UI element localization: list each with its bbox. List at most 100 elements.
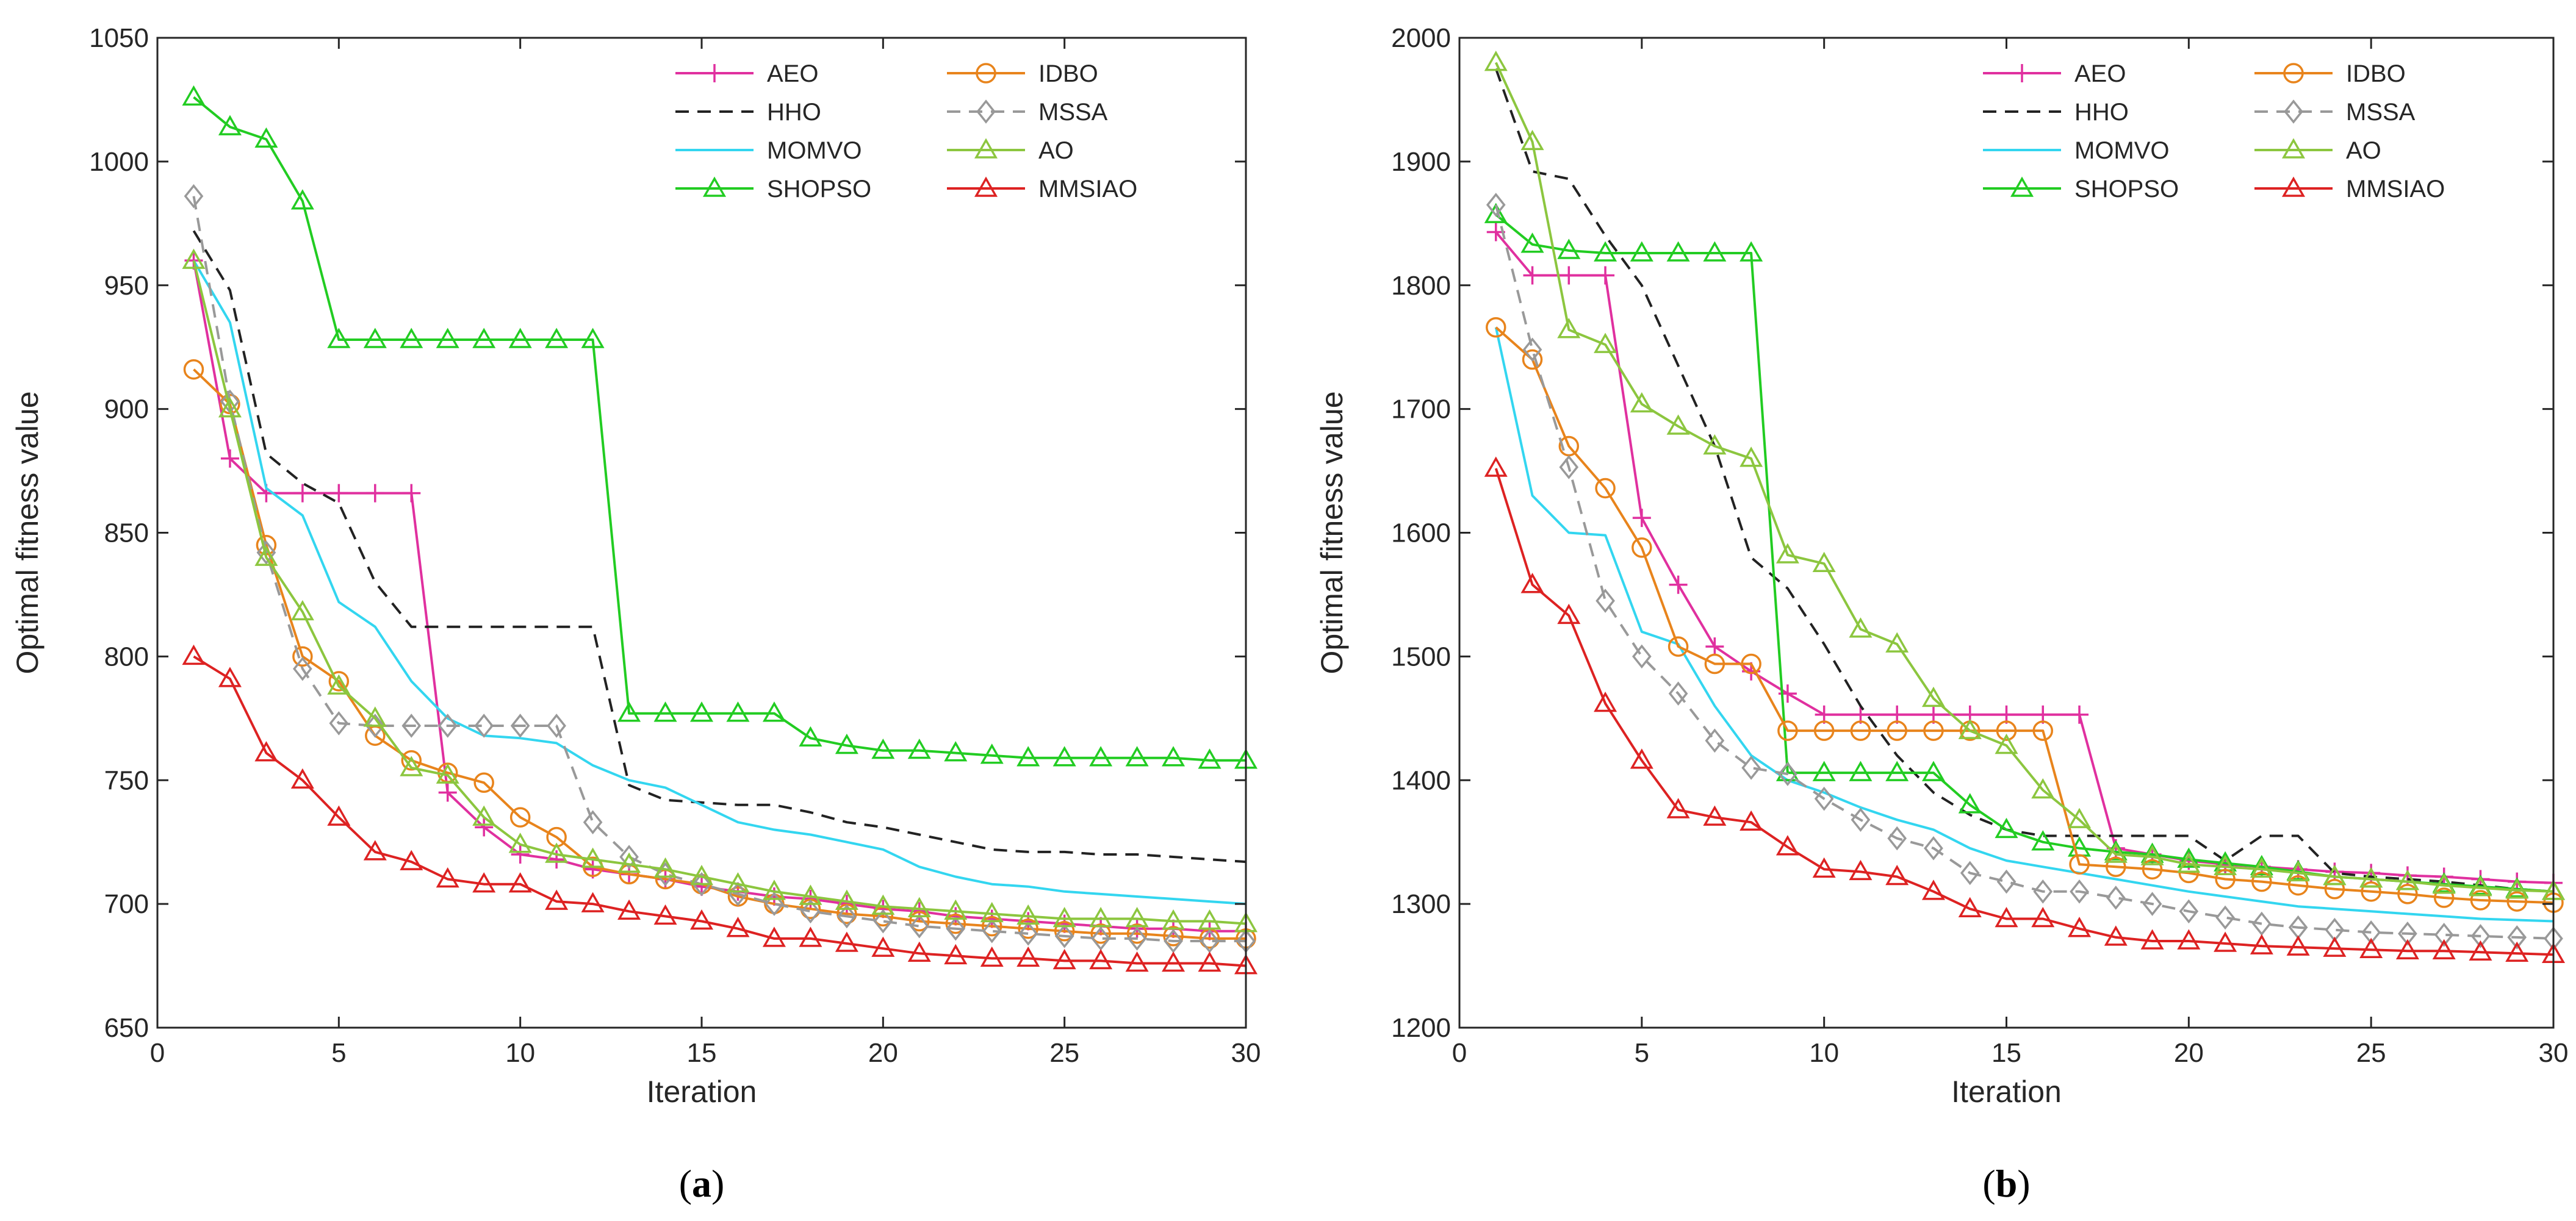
triangle-marker [1849,859,1873,881]
diamond-marker [1741,756,1761,780]
triangle-marker [363,706,387,727]
diamond-marker [2361,920,2381,945]
x-tick-label: 15 [687,1038,717,1068]
triangle-marker [1666,241,1690,262]
plus-marker [2070,705,2089,724]
triangle-marker [1740,241,1763,262]
diamond-marker [365,714,385,738]
triangle-marker [218,397,242,418]
triangle-marker [182,85,206,106]
diamond-marker [184,184,204,209]
circle-marker [1777,720,1798,741]
triangle-marker [1630,241,1653,262]
triangle-marker [581,328,605,348]
triangle-marker [1052,906,1076,928]
plus-marker [293,484,312,503]
diamond-marker [1778,762,1797,786]
legend: AEO HHO MOMVO SHOPSO IDBO MSSA AO MMSIAO [675,60,1137,202]
triangle-marker [327,674,351,695]
legend-label: HHO [767,99,821,126]
triangle-marker [799,726,822,747]
legend-label: AEO [767,60,818,87]
legend-label: MMSIAO [2346,176,2445,202]
triangle-marker [1520,573,1544,593]
triangle-marker [436,867,459,888]
circle-marker [2433,887,2455,908]
triangle-marker [2214,931,2237,952]
circle-marker [2069,854,2090,875]
circle-marker [292,646,313,667]
triangle-marker [1885,761,1909,781]
triangle-marker [2104,842,2128,863]
triangle-marker [1520,232,1544,253]
triangle-marker [617,701,641,722]
y-tick-label: 1500 [1391,642,1451,671]
triangle-marker [762,926,786,947]
circle-marker [909,911,930,932]
triangle-marker [508,833,532,853]
triangle-marker [1703,805,1727,826]
triangle-marker [1958,897,1982,917]
triangle-marker [1775,835,1799,856]
diamond-marker [692,872,711,897]
triangle-marker [545,328,569,348]
triangle-marker [2359,937,2383,958]
circle-marker [1163,926,1184,947]
triangle-marker [2177,852,2201,873]
triangle-marker [617,899,641,920]
x-tick-label: 5 [1635,1038,1649,1068]
diamond-marker [401,714,422,738]
triangle-marker [1125,746,1149,767]
diamond-marker [256,540,276,565]
triangle-marker [2177,847,2201,868]
diamond-marker [2434,923,2454,947]
y-tick-label: 950 [104,271,149,301]
circle-marker [2324,879,2345,900]
y-tick-label: 1600 [1391,518,1451,548]
legend-item-ao: AO [2254,137,2381,164]
triangle-marker [1162,746,1185,767]
legend-label: IDBO [1038,60,1098,87]
diamond-marker [2033,879,2053,904]
triangle-marker [980,901,1004,923]
series-mmsiao [182,644,1258,975]
series-shopso [182,85,1258,769]
circle-marker [1054,921,1075,942]
triangle-marker [617,852,641,873]
plus-marker [220,449,239,468]
triangle-marker [1125,951,1149,972]
plus-marker [1632,509,1651,528]
legend-item-idbo: IDBO [947,60,1098,87]
triangle-marker [254,741,278,762]
y-tick-label: 650 [104,1013,149,1043]
diamond-marker [2106,886,2126,910]
diamond-marker [2215,905,2235,930]
triangle-marker [290,600,314,621]
y-tick-label: 1900 [1391,147,1451,177]
triangle-marker [974,176,998,197]
triangle-marker [182,644,206,665]
x-axis-label: Iteration [1951,1075,2062,1109]
triangle-marker [980,946,1004,967]
circle-marker [328,671,350,692]
series-line-hho [192,230,1247,864]
diamond-marker [982,918,1002,944]
circle-marker [1632,537,1652,558]
triangle-marker [2031,906,2055,928]
triangle-marker [1052,746,1076,767]
series-mmsiao [1484,456,2566,964]
triangle-marker [689,909,714,930]
triangle-marker [980,743,1004,764]
diamond-marker [1054,924,1074,948]
triangle-marker [1089,948,1113,970]
circle-marker [1850,720,1871,741]
triangle-marker [907,941,931,962]
circle-marker [2287,875,2309,896]
circle-marker [183,359,204,380]
plus-marker [511,845,530,864]
triangle-marker [1958,793,1982,814]
triangle-marker [2214,854,2237,876]
legend-label: AO [1038,137,1074,164]
plus-marker [1560,266,1578,285]
triangle-marker [835,889,858,910]
